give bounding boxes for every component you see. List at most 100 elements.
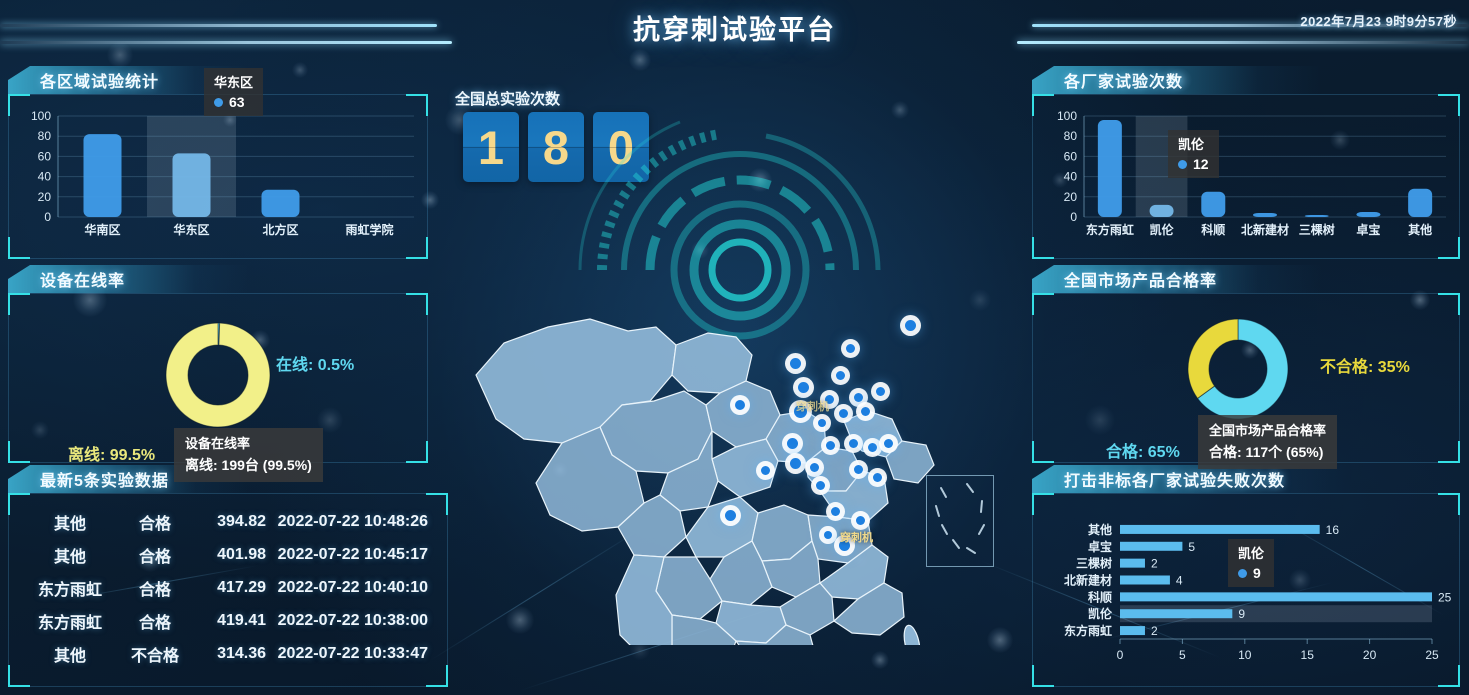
label-quality-fail: 不合格: 35% <box>1320 353 1410 377</box>
tooltip-quality: 全国市场产品合格率 合格: 117个 (65%) <box>1198 415 1337 469</box>
tooltip-failures-row: 9 <box>1238 565 1264 581</box>
cell-result: 不合格 <box>116 642 194 666</box>
map-label-0: 穿刺机 <box>840 529 873 545</box>
cell-value: 314.36 <box>194 645 266 663</box>
cell-result: 合格 <box>116 510 194 534</box>
map-marker[interactable] <box>861 407 870 416</box>
map-marker[interactable] <box>836 371 845 380</box>
cell-vendor: 东方雨虹 <box>24 609 116 633</box>
panel-title-vendor: 各厂家试验次数 <box>1032 66 1322 94</box>
map-marker[interactable] <box>868 443 877 452</box>
map-marker[interactable] <box>761 466 770 475</box>
map-marker[interactable] <box>849 439 858 448</box>
label-online-online: 在线: 0.5% <box>276 351 354 375</box>
series-dot-icon <box>1178 160 1187 169</box>
map-marker[interactable] <box>810 463 819 472</box>
tooltip-online: 设备在线率 离线: 199台 (99.5%) <box>174 428 323 482</box>
dashboard-root: 抗穿刺试验平台 2022年7月23 9时9分57秒 各区域试验统计 0 20 40 6… <box>0 0 1469 695</box>
cell-result: 合格 <box>116 609 194 633</box>
map-marker[interactable] <box>839 409 848 418</box>
tooltip-region-row: 63 <box>214 94 253 110</box>
cell-value: 394.82 <box>194 513 266 531</box>
cell-result: 合格 <box>116 576 194 600</box>
south-china-sea-inset <box>926 475 994 567</box>
cell-vendor: 其他 <box>24 543 116 567</box>
counter-digit-2: 0 <box>593 112 649 182</box>
tooltip-failures: 凯伦 9 <box>1228 539 1274 587</box>
panel-region-stats: 各区域试验统计 0 20 40 60 80 100 华南区 华东区 北方区 雨虹学院 华东区 63 <box>8 66 428 259</box>
panel-frame-vendor <box>1032 94 1460 259</box>
panel-vendor-counts: 各厂家试验次数 0 20 40 60 80 100 东方雨虹 凯伦 科顺 北新建材 三棵树 卓宝 其他 … <box>1032 66 1460 259</box>
map-label-1: 穿刺机 <box>796 398 829 414</box>
map-marker[interactable] <box>790 458 801 469</box>
map-marker[interactable] <box>854 393 863 402</box>
cell-vendor: 其他 <box>24 642 116 666</box>
label-online-offline: 离线: 99.5% <box>68 441 155 465</box>
map-marker[interactable] <box>905 320 916 331</box>
panel-body-latest: 其他 合格 394.82 2022-07-22 10:48:26 其他 合格 401.98 2… <box>8 493 448 687</box>
cell-vendor: 东方雨虹 <box>24 576 116 600</box>
map-marker[interactable] <box>856 516 865 525</box>
panel-body-vendor: 0 20 40 60 80 100 东方雨虹 凯伦 科顺 北新建材 三棵树 卓宝 其他 凯伦 12 <box>1032 94 1460 259</box>
panel-title-failures: 打击非标各厂家试验失败次数 <box>1032 465 1352 493</box>
map-marker[interactable] <box>824 531 832 539</box>
tooltip-failures-title: 凯伦 <box>1238 543 1264 562</box>
tooltip-vendor: 凯伦 12 <box>1168 130 1219 178</box>
map-marker[interactable] <box>831 507 840 516</box>
cell-time: 2022-07-22 10:40:10 <box>266 579 432 597</box>
bokeh-speck <box>748 168 772 192</box>
bokeh-speck <box>871 651 889 669</box>
label-quality-pass: 合格: 65% <box>1106 438 1180 462</box>
total-counter: 180 <box>463 112 649 182</box>
tooltip-quality-line2: 合格: 117个 (65%) <box>1209 442 1326 462</box>
map-marker[interactable] <box>818 419 826 427</box>
china-map[interactable]: 穿刺机 穿刺机 <box>440 215 1040 645</box>
panel-latest-records: 最新5条实验数据 其他 合格 394.82 2022-07-22 10:48:26 其他… <box>8 465 448 687</box>
map-marker[interactable] <box>725 510 736 521</box>
south-china-sea-dashes <box>927 476 993 566</box>
cell-time: 2022-07-22 10:38:00 <box>266 612 432 630</box>
table-row[interactable]: 其他 不合格 314.36 2022-07-22 10:33:47 <box>24 637 432 670</box>
tooltip-online-line2: 离线: 199台 (99.5%) <box>185 455 312 475</box>
cell-value: 401.98 <box>194 546 266 564</box>
cell-vendor: 其他 <box>24 510 116 534</box>
table-row[interactable]: 东方雨虹 合格 419.41 2022-07-22 10:38:00 <box>24 604 432 637</box>
map-marker[interactable] <box>787 438 798 449</box>
map-marker[interactable] <box>826 441 835 450</box>
cell-time: 2022-07-22 10:33:47 <box>266 645 432 663</box>
table-row[interactable]: 其他 合格 394.82 2022-07-22 10:48:26 <box>24 505 432 538</box>
map-marker[interactable] <box>816 481 825 490</box>
tooltip-vendor-row: 12 <box>1178 156 1209 172</box>
map-marker[interactable] <box>735 400 745 410</box>
map-marker[interactable] <box>846 344 855 353</box>
counter-caption: 全国总实验次数 <box>455 88 560 109</box>
panel-body-online: 在线: 0.5% 离线: 99.5% 设备在线率 离线: 199台 (99.5%… <box>8 293 428 463</box>
map-marker[interactable] <box>790 358 801 369</box>
tooltip-region-value: 63 <box>229 94 245 110</box>
tooltip-quality-line1: 全国市场产品合格率 <box>1209 420 1326 439</box>
latest-records-table[interactable]: 其他 合格 394.82 2022-07-22 10:48:26 其他 合格 401.98 2… <box>24 505 432 670</box>
panel-body-region: 0 20 40 60 80 100 华南区 华东区 北方区 雨虹学院 华东区 63 <box>8 94 428 259</box>
series-dot-icon <box>214 98 223 107</box>
map-marker[interactable] <box>884 439 893 448</box>
tooltip-vendor-value: 12 <box>1193 156 1209 172</box>
map-marker[interactable] <box>876 387 885 396</box>
bokeh-speck <box>629 49 651 71</box>
bokeh-speck <box>891 101 909 119</box>
map-marker[interactable] <box>854 465 863 474</box>
series-dot-icon <box>1238 569 1247 578</box>
tooltip-region-title: 华东区 <box>214 72 253 91</box>
map-marker[interactable] <box>798 382 809 393</box>
panel-title-quality: 全国市场产品合格率 <box>1032 265 1322 293</box>
cell-value: 417.29 <box>194 579 266 597</box>
panel-body-quality: 合格: 65% 不合格: 35% 全国市场产品合格率 合格: 117个 (65%… <box>1032 293 1460 463</box>
panel-title-online: 设备在线率 <box>8 265 248 293</box>
tooltip-online-line1: 设备在线率 <box>185 433 312 452</box>
china-map-svg[interactable] <box>440 215 1040 645</box>
table-row[interactable]: 其他 合格 401.98 2022-07-22 10:45:17 <box>24 538 432 571</box>
tooltip-failures-value: 9 <box>1253 565 1261 581</box>
page-title: 抗穿刺试验平台 <box>0 8 1469 47</box>
table-row[interactable]: 东方雨虹 合格 417.29 2022-07-22 10:40:10 <box>24 571 432 604</box>
counter-digit-1: 8 <box>528 112 584 182</box>
map-marker[interactable] <box>873 473 882 482</box>
